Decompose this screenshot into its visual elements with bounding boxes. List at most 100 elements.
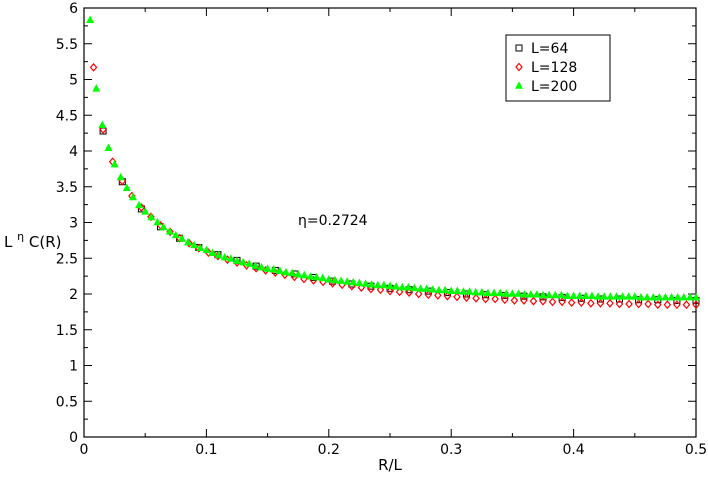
data-point xyxy=(615,299,624,309)
data-point xyxy=(257,262,266,271)
data-point xyxy=(190,240,199,249)
data-point xyxy=(324,275,333,283)
data-point xyxy=(159,222,168,231)
y-axis-label: L η C(R) xyxy=(4,226,62,251)
data-point xyxy=(625,299,633,309)
data-point xyxy=(529,296,538,306)
data-point xyxy=(98,120,107,129)
data-point xyxy=(624,292,633,300)
y-tick-label: 2 xyxy=(69,287,78,303)
data-point xyxy=(606,292,615,300)
data-point xyxy=(453,292,461,302)
y-tick-label: 4.5 xyxy=(56,108,78,124)
data-point xyxy=(122,183,131,191)
data-point xyxy=(501,295,509,305)
data-point xyxy=(551,290,560,299)
data-point xyxy=(673,300,681,310)
data-point xyxy=(226,254,235,262)
y-axis-label-base: L xyxy=(4,233,13,251)
data-point xyxy=(600,292,609,300)
data-point xyxy=(376,285,385,295)
data-point xyxy=(171,230,180,239)
data-point xyxy=(644,299,652,309)
data-point xyxy=(618,292,627,300)
data-point xyxy=(404,282,413,291)
data-point xyxy=(318,273,327,282)
data-point xyxy=(667,292,676,301)
data-point xyxy=(649,292,658,301)
data-point xyxy=(294,270,303,278)
data-point xyxy=(330,275,339,284)
data-point xyxy=(538,290,548,299)
x-tick-label: 0 xyxy=(80,442,89,458)
data-point xyxy=(208,248,217,257)
data-point xyxy=(343,277,352,285)
data-point xyxy=(596,298,605,308)
y-tick-label: 4 xyxy=(69,144,78,160)
y-tick-label: 1.5 xyxy=(56,323,78,339)
data-point xyxy=(392,282,401,290)
data-point xyxy=(424,290,433,300)
data-point xyxy=(153,217,162,226)
data-point xyxy=(410,283,419,292)
eta-annotation: η=0.2724 xyxy=(298,213,368,229)
data-point xyxy=(214,250,223,259)
data-point xyxy=(281,267,290,276)
data-point xyxy=(288,268,297,277)
data-point xyxy=(251,261,260,269)
x-tick-label: 0.5 xyxy=(685,442,707,458)
data-point xyxy=(520,290,529,298)
data-point xyxy=(275,266,284,274)
data-point xyxy=(636,292,645,301)
data-point xyxy=(691,292,701,301)
data-point xyxy=(355,278,364,287)
y-tick-label: 3 xyxy=(69,216,78,232)
data-point xyxy=(441,285,450,294)
data-point xyxy=(462,293,471,302)
data-point xyxy=(558,297,566,307)
data-point xyxy=(232,256,242,264)
data-point xyxy=(510,296,519,305)
data-point xyxy=(567,298,576,308)
data-point xyxy=(655,292,664,301)
x-axis-ticks: 0 0.1 0.2 0.3 0.4 0.5 xyxy=(80,8,707,458)
data-point xyxy=(577,298,586,308)
data-point xyxy=(465,287,474,295)
data-point xyxy=(526,290,535,298)
x-tick-label: 0.4 xyxy=(562,442,584,458)
data-point xyxy=(587,291,596,299)
data-point xyxy=(416,284,425,292)
legend-marker xyxy=(515,44,523,52)
data-point xyxy=(508,289,517,297)
data-point xyxy=(405,288,413,297)
data-point xyxy=(128,192,137,201)
legend-box xyxy=(505,34,611,102)
x-axis-label: R/L xyxy=(378,456,402,474)
data-point xyxy=(557,290,566,299)
data-point xyxy=(312,272,321,281)
legend: L=64 L=128 L=200 xyxy=(505,34,611,102)
data-point xyxy=(459,287,468,295)
legend-label: L=200 xyxy=(531,79,577,95)
data-point xyxy=(92,84,101,92)
data-point xyxy=(385,281,395,289)
x-tick-label: 0.3 xyxy=(440,442,462,458)
data-point xyxy=(239,257,248,266)
y-tick-label: 3.5 xyxy=(56,180,78,196)
data-point xyxy=(692,300,700,310)
series-l-200 xyxy=(86,15,701,301)
data-point xyxy=(663,300,672,310)
data-point xyxy=(434,285,443,294)
data-point xyxy=(514,289,523,297)
legend-label: L=128 xyxy=(531,60,577,76)
data-point xyxy=(367,280,376,288)
data-point xyxy=(472,293,480,303)
data-point xyxy=(661,292,670,301)
data-point xyxy=(300,270,309,279)
data-point xyxy=(634,299,643,309)
data-point xyxy=(477,287,486,296)
y-tick-label: 5 xyxy=(69,73,78,89)
data-point xyxy=(135,200,144,209)
